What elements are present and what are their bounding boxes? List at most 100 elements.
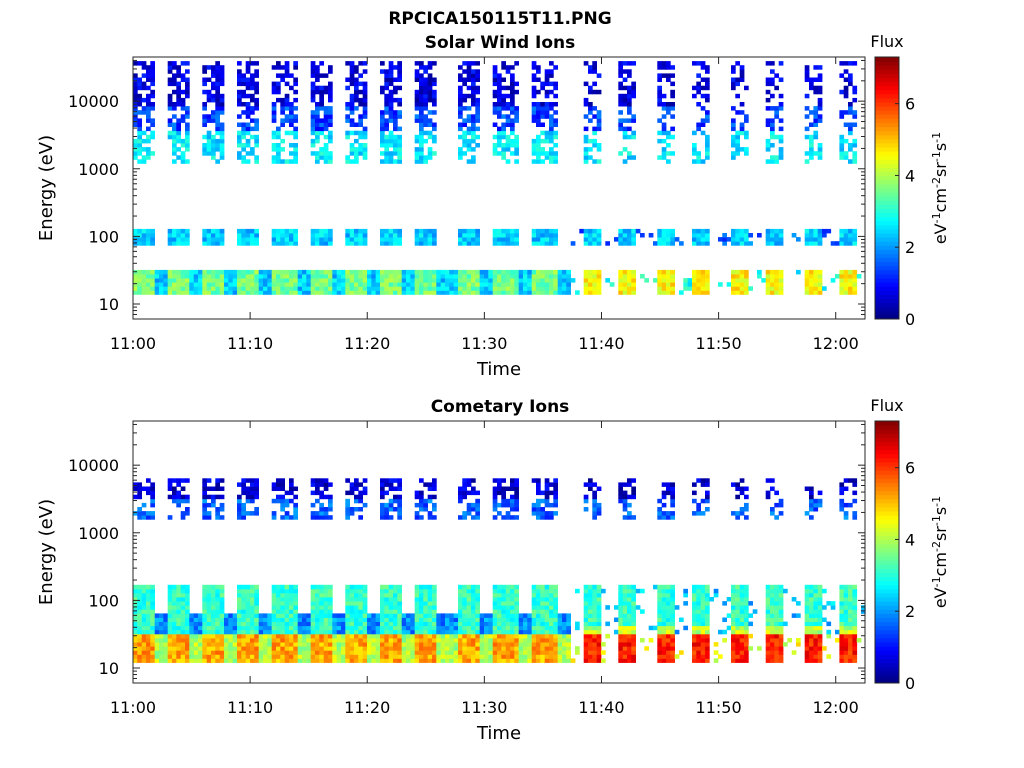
solar-wind-heatmap-cell xyxy=(384,143,389,148)
solar-wind-heatmap-cell xyxy=(497,106,502,111)
solar-wind-heatmap-cell xyxy=(618,81,623,87)
cometary-heatmap-cell xyxy=(284,498,290,504)
solar-wind-heatmap-cell xyxy=(501,114,506,119)
solar-wind-heatmap-cell xyxy=(384,151,389,156)
cometary-heatmap-cell xyxy=(172,621,177,627)
cometary-heatmap-cell xyxy=(315,515,320,520)
cometary-heatmap-cell xyxy=(453,646,459,651)
solar-wind-heatmap-cell xyxy=(731,278,736,283)
solar-wind-heatmap-cell xyxy=(475,106,480,111)
solar-wind-heatmap-cell xyxy=(206,97,212,103)
cometary-heatmap-cell xyxy=(319,658,324,663)
solar-wind-heatmap-cell xyxy=(172,106,177,111)
solar-wind-heatmap-cell xyxy=(358,102,363,107)
solar-wind-heatmap-cell xyxy=(232,286,238,291)
cometary-heatmap-cell xyxy=(462,478,467,483)
solar-wind-heatmap-cell xyxy=(432,93,437,99)
solar-wind-heatmap-cell xyxy=(180,77,186,82)
cometary-heatmap-cell xyxy=(297,617,303,622)
solar-wind-heatmap-cell xyxy=(172,159,177,164)
cometary-heatmap-cell xyxy=(215,588,220,594)
solar-wind-heatmap-cell xyxy=(492,269,498,275)
cometary-heatmap-cell xyxy=(432,621,437,627)
cometary-heatmap-cell xyxy=(228,625,233,631)
solar-wind-heatmap-cell xyxy=(423,81,428,87)
solar-wind-heatmap-cell xyxy=(531,65,537,70)
solar-wind-heatmap-cell xyxy=(475,278,480,283)
cometary-heatmap-cell xyxy=(401,658,407,663)
cometary-heatmap-cell xyxy=(276,601,281,606)
solar-wind-heatmap-cell xyxy=(219,130,225,136)
solar-wind-heatmap-cell xyxy=(185,110,190,115)
cometary-heatmap-cell xyxy=(384,605,389,610)
cometary-heatmap-cell xyxy=(267,650,272,655)
solar-wind-heatmap-cell xyxy=(150,106,155,111)
cometary-heatmap-cell xyxy=(514,609,519,614)
cometary-heatmap-cell xyxy=(475,617,480,622)
solar-wind-heatmap-cell xyxy=(661,237,667,242)
solar-wind-heatmap-cell xyxy=(362,233,368,238)
cometary-heatmap-cell xyxy=(237,646,242,651)
solar-wind-heatmap-cell xyxy=(258,290,264,295)
cometary-heatmap-cell xyxy=(133,629,138,635)
cometary-heatmap-cell xyxy=(553,638,558,643)
solar-wind-heatmap-cell xyxy=(133,286,138,291)
cometary-heatmap-cell xyxy=(397,654,402,659)
solar-wind-heatmap-cell xyxy=(393,134,398,140)
solar-wind-heatmap-cell xyxy=(536,114,541,119)
solar-wind-heatmap-cell xyxy=(661,155,667,160)
solar-wind-heatmap-cell xyxy=(666,237,671,242)
cometary-heatmap-cell xyxy=(466,638,472,643)
solar-wind-heatmap-cell xyxy=(804,278,810,283)
solar-wind-heatmap-cell xyxy=(696,81,701,87)
solar-wind-heatmap-cell xyxy=(765,61,771,66)
cometary-heatmap-cell xyxy=(206,515,212,520)
solar-wind-heatmap-cell xyxy=(453,282,459,287)
cometary-heatmap-cell xyxy=(501,625,506,631)
cometary-heatmap-cell xyxy=(154,629,160,635)
solar-wind-heatmap-cell xyxy=(180,241,186,246)
cometary-heatmap-cell xyxy=(384,625,389,631)
solar-wind-heatmap-cell xyxy=(185,134,190,140)
solar-wind-heatmap-cell xyxy=(224,269,229,275)
solar-wind-heatmap-cell xyxy=(245,290,251,295)
cometary-heatmap-cell xyxy=(553,650,558,655)
solar-wind-heatmap-cell xyxy=(583,126,589,132)
cometary-heatmap-cell xyxy=(466,633,472,639)
cometary-heatmap-cell xyxy=(167,597,173,602)
solar-wind-heatmap-cell xyxy=(501,233,506,238)
cometary-heatmap-cell xyxy=(419,613,424,618)
cometary-heatmap-cell xyxy=(289,646,294,651)
solar-wind-heatmap-cell xyxy=(358,130,363,136)
solar-wind-heatmap-cell xyxy=(167,269,173,275)
cometary-heatmap-cell xyxy=(596,633,602,639)
cometary-heatmap-cell xyxy=(167,584,173,590)
solar-wind-heatmap-cell xyxy=(618,65,623,70)
cometary-heatmap-cell xyxy=(380,629,385,635)
cometary-heatmap-cell xyxy=(414,588,420,594)
solar-wind-heatmap-cell xyxy=(627,69,632,74)
solar-wind-heatmap-cell xyxy=(622,274,628,279)
solar-wind-heatmap-cell xyxy=(423,159,428,164)
solar-wind-heatmap-cell xyxy=(843,85,849,91)
solar-wind-heatmap-cell xyxy=(657,138,662,144)
cometary-heatmap-cell xyxy=(202,592,207,598)
solar-wind-heatmap-cell xyxy=(501,143,506,148)
solar-wind-heatmap-cell xyxy=(384,102,389,107)
solar-wind-heatmap-cell xyxy=(462,81,467,87)
solar-wind-heatmap-cell xyxy=(271,106,277,111)
solar-wind-heatmap-cell xyxy=(692,286,697,291)
solar-wind-heatmap-cell xyxy=(419,241,424,246)
solar-wind-heatmap-cell xyxy=(661,274,667,279)
cometary-heatmap-cell xyxy=(323,515,329,520)
solar-wind-heatmap-cell xyxy=(466,65,472,70)
cometary-heatmap-cell xyxy=(323,621,329,627)
solar-wind-heatmap-cell xyxy=(731,233,736,238)
solar-wind-heatmap-cell xyxy=(549,118,554,123)
cometary-heatmap xyxy=(133,478,866,663)
solar-wind-heatmap-cell xyxy=(419,282,424,287)
cometary-heatmap-cell xyxy=(345,478,350,483)
cometary-heatmap-cell xyxy=(458,601,463,606)
cometary-heatmap-cell xyxy=(310,597,316,602)
solar-wind-heatmap-cell xyxy=(176,290,181,295)
